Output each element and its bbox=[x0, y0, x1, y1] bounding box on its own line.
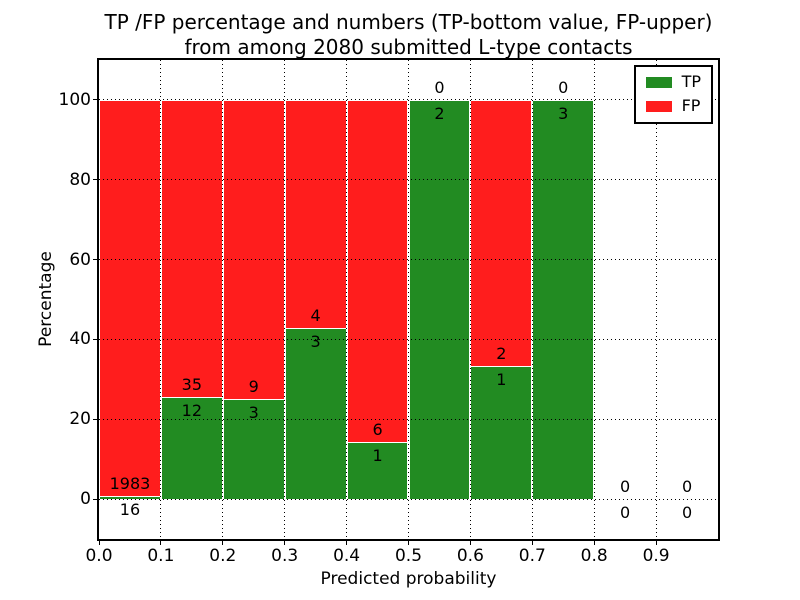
v-gridline bbox=[408, 60, 409, 539]
y-tick-mark bbox=[93, 418, 97, 420]
x-tick-label: 0.8 bbox=[580, 546, 608, 566]
tp-bar-segment bbox=[408, 99, 471, 500]
y-tick-label: 20 bbox=[69, 409, 91, 430]
fp-count-label: 35 bbox=[181, 375, 203, 395]
fp-bar-segment bbox=[284, 99, 347, 328]
fp-bar-segment bbox=[99, 99, 161, 496]
tp-count-label: 0 bbox=[681, 503, 693, 523]
fp-count-label: 2 bbox=[496, 344, 507, 364]
legend: TP FP bbox=[633, 65, 713, 124]
tp-legend-label: TP bbox=[681, 72, 701, 91]
x-tick-label: 0.7 bbox=[518, 546, 546, 566]
plot-area: TP FP 1983 16 35 12 9 3 4 3 6 1 0 2 2 1 0 3 0 0 0 0 bbox=[99, 60, 718, 539]
fp-count-label: 0 bbox=[558, 77, 569, 97]
chart-title-line1: TP /FP percentage and numbers (TP-bottom… bbox=[104, 10, 713, 34]
x-tick-mark bbox=[531, 541, 533, 545]
legend-item-fp: FP bbox=[645, 96, 701, 115]
chart-title: TP /FP percentage and numbers (TP-bottom… bbox=[99, 10, 718, 60]
tp-count-label: 2 bbox=[434, 103, 445, 123]
legend-item-tp: TP bbox=[645, 72, 701, 91]
x-tick-mark bbox=[593, 541, 595, 545]
tp-bar-segment bbox=[160, 397, 223, 500]
v-gridline bbox=[531, 60, 533, 539]
x-tick-label: 0.3 bbox=[271, 546, 299, 566]
tp-count-label: 12 bbox=[181, 401, 203, 421]
fp-count-label: 9 bbox=[248, 377, 259, 397]
y-tick-label: 100 bbox=[58, 89, 91, 110]
x-tick-label: 0.4 bbox=[333, 546, 361, 566]
tp-bar-segment bbox=[470, 366, 533, 500]
x-tick-mark bbox=[98, 541, 100, 545]
x-tick-label: 0.1 bbox=[147, 546, 175, 566]
y-tick-label: 60 bbox=[69, 249, 91, 270]
v-gridline bbox=[469, 60, 471, 539]
fp-count-label: 0 bbox=[681, 477, 693, 497]
tp-bar-segment bbox=[346, 442, 409, 500]
y-tick-mark bbox=[93, 259, 97, 261]
tp-bar-segment bbox=[284, 328, 347, 500]
fp-count-label: 6 bbox=[372, 420, 383, 440]
fp-legend-swatch bbox=[645, 100, 672, 112]
v-gridline bbox=[593, 60, 595, 539]
fp-bar-segment bbox=[222, 99, 285, 400]
fp-bar-segment bbox=[470, 99, 533, 367]
fp-bar-segment bbox=[160, 99, 223, 398]
tp-count-label: 16 bbox=[119, 499, 141, 519]
y-tick-mark bbox=[93, 99, 97, 101]
fp-legend-label: FP bbox=[681, 96, 701, 115]
y-tick-mark bbox=[93, 498, 97, 500]
x-tick-mark bbox=[408, 541, 409, 545]
x-tick-label: 0.5 bbox=[394, 546, 423, 566]
tp-count-label: 3 bbox=[558, 103, 569, 123]
x-tick-label: 0.9 bbox=[642, 546, 670, 566]
x-tick-mark bbox=[160, 541, 162, 545]
v-gridline bbox=[346, 60, 348, 539]
x-tick-mark bbox=[284, 541, 286, 545]
tp-bar-segment bbox=[532, 99, 595, 500]
x-tick-mark bbox=[346, 541, 348, 545]
x-axis-label: Predicted probability bbox=[320, 569, 497, 589]
fp-count-label: 0 bbox=[620, 477, 631, 497]
tp-count-label: 1 bbox=[496, 370, 507, 390]
v-gridline bbox=[655, 60, 657, 539]
x-tick-mark bbox=[469, 541, 471, 545]
x-tick-label: 0.2 bbox=[209, 546, 237, 566]
tp-count-label: 3 bbox=[310, 332, 321, 351]
y-tick-label: 40 bbox=[69, 329, 91, 350]
y-tick-label: 80 bbox=[69, 169, 91, 190]
fp-count-label: 0 bbox=[434, 77, 445, 97]
x-tick-label: 0.6 bbox=[456, 546, 484, 566]
x-tick-label: 0.0 bbox=[85, 546, 113, 566]
x-tick-mark bbox=[655, 541, 657, 545]
y-tick-mark bbox=[93, 338, 97, 340]
y-tick-mark bbox=[93, 179, 97, 181]
v-gridline bbox=[284, 60, 286, 539]
tp-count-label: 3 bbox=[248, 403, 259, 423]
fp-count-label: 4 bbox=[310, 306, 321, 325]
chart-title-line2: from among 2080 submitted L-type contact… bbox=[184, 35, 633, 59]
v-gridline bbox=[160, 60, 162, 539]
fp-count-label: 1983 bbox=[109, 473, 151, 493]
tp-count-label: 1 bbox=[372, 446, 383, 466]
tp-legend-swatch bbox=[645, 76, 672, 88]
v-gridline bbox=[222, 60, 224, 539]
x-tick-mark bbox=[222, 541, 224, 545]
fp-bar-segment bbox=[346, 99, 409, 443]
y-tick-label: 0 bbox=[80, 489, 91, 510]
tp-count-label: 0 bbox=[620, 503, 631, 523]
